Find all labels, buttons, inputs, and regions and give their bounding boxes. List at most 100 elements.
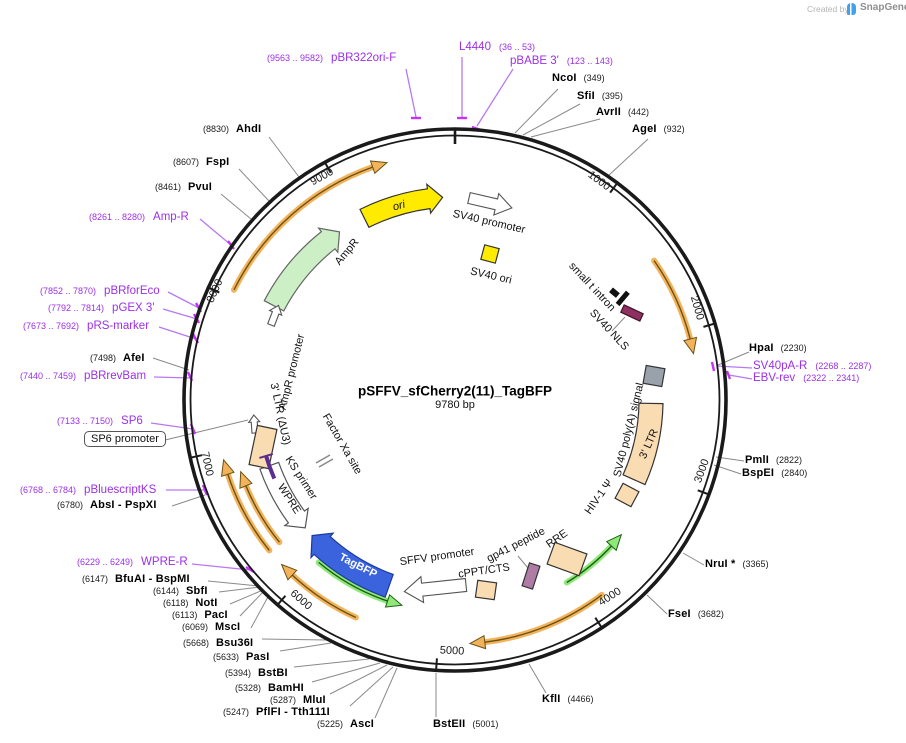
enzyme-label-sfii[interactable]: SfiI (395) [577, 90, 623, 102]
enzyme-name: AhdI [236, 123, 262, 135]
enzyme-label-msci[interactable]: (6069) MscI [182, 621, 240, 633]
feature-3-ltr-du3-box[interactable] [248, 424, 278, 470]
enzyme-label-agei[interactable]: AgeI (932) [632, 123, 685, 135]
enzyme-label-bfuai[interactable]: (6147) BfuAI - BspMI [82, 573, 190, 585]
enzyme-label-bspei[interactable]: BspEI (2840) [742, 467, 807, 479]
ring-tick [276, 595, 287, 607]
pointer-line [152, 357, 190, 371]
feature-ampr-arrow[interactable] [263, 227, 341, 312]
feature-cppt-box[interactable] [474, 579, 498, 601]
pointer-line [682, 552, 705, 566]
primer-range: (36 .. 53) [498, 42, 536, 52]
small-t-intron-glyph[interactable] [615, 290, 630, 307]
feature-sv40-ori-box[interactable] [480, 244, 500, 264]
primer-label-pgex3[interactable]: (7792 .. 7814) pGEX 3' [48, 302, 155, 315]
pointer-line [279, 642, 332, 652]
orf-arc-green-bottom-head [384, 593, 404, 608]
feature-ampr-promoter-arrow[interactable] [265, 303, 285, 327]
enzyme-pos: (5247) [223, 707, 250, 717]
pointer-line [514, 88, 559, 134]
pointer-line [220, 193, 252, 220]
enzyme-pos: (5668) [183, 638, 210, 648]
feature-rre-box[interactable] [546, 541, 588, 577]
orf-arc-lower-left-a-head [280, 563, 298, 581]
enzyme-label-absi[interactable]: (6780) AbsI - PspXI [57, 499, 157, 511]
enzyme-name: AfeI [123, 352, 145, 364]
enzyme-label-nrui[interactable]: NruI * (3365) [705, 558, 769, 570]
enzyme-name: PmlI [745, 454, 770, 466]
small-t-intron-glyph[interactable] [609, 287, 620, 298]
feature-sv40-nls-box[interactable] [619, 304, 645, 322]
feature-3-ltr-block[interactable] [622, 402, 664, 486]
feature-sv40-polya-box[interactable] [642, 364, 666, 388]
feature-3-ltr-small-box[interactable] [614, 482, 640, 508]
enzyme-label-asci[interactable]: (5225) AscI [317, 718, 374, 730]
primer-pointer-line [405, 68, 417, 118]
primer-pointer-line [167, 291, 200, 309]
enzyme-name: NotI [195, 597, 218, 609]
primer-label-pbabe3[interactable]: pBABE 3' (123 .. 143) [510, 55, 613, 68]
feature-ori-arrow[interactable] [359, 182, 444, 229]
enzyme-label-ncoi[interactable]: NcoI (349) [552, 72, 605, 84]
enzyme-pos: (3682) [697, 609, 724, 619]
enzyme-label-afei[interactable]: (7498) AfeI [90, 352, 145, 364]
feature-wpre-arrow[interactable] [259, 461, 310, 529]
enzyme-label-pflfi[interactable]: (5247) PflFI - Tth111I [223, 706, 330, 718]
primer-label-pbr322ori-f[interactable]: (9563 .. 9582) pBR322ori-F [267, 52, 396, 65]
primer-label-ebv-rev[interactable]: EBV-rev (2322 .. 2341) [753, 372, 859, 385]
primer-label-prs-marker[interactable]: (7673 .. 7692) pRS-marker [23, 320, 149, 333]
enzyme-name: BstBI [258, 667, 288, 679]
enzyme-label-hpai[interactable]: HpaI (2230) [749, 342, 807, 354]
primer-label-amp-r[interactable]: (8261 .. 8280) Amp-R [89, 211, 189, 224]
enzyme-label-ahdi[interactable]: (8830) AhdI [203, 123, 261, 135]
enzyme-pos: (5328) [235, 683, 262, 693]
enzyme-label-avrii[interactable]: AvrII (442) [596, 106, 649, 118]
primer-label-pbrrevbam[interactable]: (7440 .. 7459) pBRrevBam [20, 370, 146, 383]
primer-label-sv40pa-r[interactable]: SV40pA-R (2268 .. 2287) [753, 360, 871, 373]
enzyme-label-kfli[interactable]: KflI (4466) [542, 693, 594, 705]
enzyme-label-noti[interactable]: (6118) NotI [163, 597, 218, 609]
factor-xa-mark [318, 458, 334, 468]
pointer-line [517, 555, 529, 569]
primer-range: (123 .. 143) [566, 56, 613, 66]
primer-tick-mark [725, 370, 732, 380]
enzyme-label-bsu36i[interactable]: (5668) Bsu36I [183, 637, 253, 649]
enzyme-label-mlui[interactable]: (5287) MluI [270, 694, 326, 706]
enzyme-label-bstbi[interactable]: (5394) BstBI [225, 667, 288, 679]
pointer-line [607, 138, 649, 177]
feature-sv40-promoter-arrow[interactable] [467, 187, 515, 218]
enzyme-label-bsteii[interactable]: BstEII (5001) [433, 718, 498, 730]
primer-label-sp6[interactable]: (7133 .. 7150) SP6 [57, 415, 143, 428]
ring-tick [594, 617, 604, 630]
enzyme-label-paci[interactable]: (6113) PacI [172, 609, 228, 621]
enzyme-name: NruI * [705, 558, 736, 570]
primer-label-pbluescriptks[interactable]: (6768 .. 6784) pBluescriptKS [20, 484, 156, 497]
enzyme-label-pmli[interactable]: PmlI (2822) [745, 454, 802, 466]
enzyme-label-pvui[interactable]: (8461) PvuI [155, 181, 212, 193]
pointer-line [349, 666, 394, 707]
enzyme-label-sbfi[interactable]: (6144) SbfI [153, 585, 208, 597]
enzyme-label-fspi[interactable]: (8607) FspI [173, 156, 229, 168]
primer-label-wpre-r[interactable]: (6229 .. 6249) WPRE-R [77, 556, 188, 569]
primer-range: (7133 .. 7150) [57, 416, 114, 426]
orf-arc-right[interactable] [651, 257, 694, 342]
enzyme-label-pasi[interactable]: (5633) PasI [213, 651, 269, 663]
feature-gp41-box[interactable] [521, 562, 541, 590]
enzyme-name: AgeI [632, 123, 657, 135]
primer-name: pGEX 3' [112, 302, 155, 314]
orf-arc-bottom[interactable] [481, 591, 605, 646]
enzyme-label-fsei[interactable]: FseI (3682) [668, 608, 724, 620]
primer-name: Amp-R [153, 211, 189, 223]
enzyme-label-bamhi[interactable]: (5328) BamHI [235, 682, 304, 694]
primer-range: (9563 .. 9582) [267, 53, 324, 63]
feature-sffv-promoter-arrow[interactable] [403, 572, 468, 604]
primer-label-pbrforeco[interactable]: (7852 .. 7870) pBRforEco [40, 285, 160, 298]
enzyme-name: AscI [350, 718, 375, 730]
primer-range: (2268 .. 2287) [815, 361, 872, 371]
pointer-line [261, 638, 327, 641]
sp6-promoter-boxed-label[interactable]: SP6 promoter [84, 431, 166, 447]
primer-range: (7440 .. 7459) [20, 371, 77, 381]
feature-tagbfp-arrow[interactable] [310, 532, 394, 598]
primer-label-l4440[interactable]: L4440 (36 .. 53) [459, 41, 535, 54]
orf-arc-lower-left-b-head [221, 458, 235, 478]
